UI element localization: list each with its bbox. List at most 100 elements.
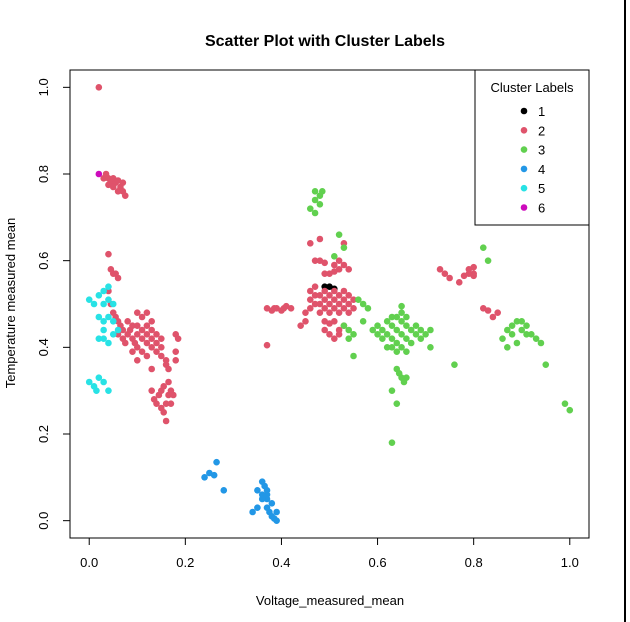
data-point-cluster-3: [427, 326, 434, 334]
data-point-cluster-3: [359, 318, 367, 325]
data-point-cluster-2: [105, 250, 112, 258]
data-point-cluster-3: [388, 387, 396, 394]
data-point-cluster-5: [114, 326, 122, 334]
data-point-cluster-3: [508, 331, 516, 338]
data-point-cluster-4: [273, 517, 280, 524]
data-point-cluster-2: [112, 270, 119, 277]
data-point-cluster-3: [537, 339, 545, 347]
data-point-cluster-3: [451, 361, 458, 368]
data-point-cluster-2: [133, 344, 141, 351]
y-tick-label: 1.0: [36, 78, 51, 96]
data-point-cluster-2: [345, 300, 353, 308]
data-point-cluster-3: [398, 344, 405, 351]
data-point-cluster-3: [340, 322, 348, 329]
data-point-cluster-5: [100, 378, 107, 386]
data-point-cluster-3: [566, 406, 574, 414]
data-point-cluster-4: [249, 508, 256, 516]
legend-marker-3: [520, 146, 528, 153]
data-point-cluster-5: [105, 283, 112, 290]
data-point-cluster-2: [335, 300, 343, 308]
data-point-cluster-2: [153, 339, 160, 347]
x-tick-label: 0.6: [369, 555, 387, 570]
data-point-cluster-5: [109, 318, 117, 325]
data-point-cluster-2: [345, 292, 353, 299]
x-tick-label: 0.4: [272, 555, 290, 570]
legend-label-1: 1: [538, 104, 545, 119]
data-point-cluster-2: [441, 270, 449, 277]
data-point-cluster-2: [109, 183, 117, 191]
data-point-cluster-2: [326, 292, 333, 299]
data-point-cluster-2: [121, 192, 129, 199]
data-point-cluster-2: [345, 266, 353, 273]
data-point-cluster-2: [287, 305, 295, 312]
data-point-cluster-2: [306, 296, 314, 303]
data-point-cluster-3: [528, 331, 535, 338]
legend-marker-4: [520, 165, 528, 173]
data-point-cluster-3: [427, 344, 434, 351]
y-axis: 0.0 0.2 0.4 0.6 0.8 1.0: [36, 78, 71, 530]
data-point-cluster-2: [129, 348, 136, 355]
data-point-cluster-2: [335, 292, 343, 299]
data-point-cluster-5: [93, 387, 100, 394]
y-tick-label: 0.0: [36, 512, 51, 530]
data-point-cluster-2: [158, 352, 165, 360]
data-point-cluster-3: [379, 326, 386, 334]
data-point-cluster-2: [138, 335, 146, 342]
data-point-cluster-2: [162, 400, 170, 407]
legend-label-5: 5: [538, 181, 545, 196]
data-point-cluster-4: [210, 471, 218, 479]
legend-label-2: 2: [538, 123, 545, 138]
data-point-cluster-5: [109, 331, 117, 338]
data-point-cluster-3: [412, 322, 420, 329]
data-point-cluster-3: [359, 300, 367, 308]
data-point-cluster-2: [345, 309, 353, 316]
data-point-cluster-5: [105, 313, 112, 321]
data-point-cluster-5: [100, 300, 107, 308]
data-point-cluster-3: [542, 361, 550, 368]
data-point-cluster-2: [331, 335, 338, 342]
data-point-cluster-2: [138, 326, 146, 334]
data-point-cluster-3: [345, 326, 353, 334]
data-point-cluster-2: [484, 307, 492, 314]
data-point-cluster-3: [532, 335, 540, 342]
right-border-line: [624, 0, 626, 622]
data-point-cluster-5: [100, 326, 107, 334]
data-point-cluster-2: [162, 417, 170, 425]
data-point-cluster-3: [393, 400, 401, 407]
data-point-cluster-2: [446, 274, 453, 282]
data-point-cluster-3: [355, 296, 362, 303]
data-point-cluster-5: [95, 292, 103, 299]
data-point-cluster-5: [95, 335, 103, 342]
data-point-cluster-3: [407, 339, 415, 347]
data-point-cluster-4: [254, 487, 261, 494]
y-tick-label: 0.6: [36, 252, 51, 270]
data-point-cluster-2: [321, 326, 328, 334]
data-point-cluster-2: [321, 259, 328, 267]
data-point-cluster-3: [417, 326, 425, 334]
data-point-cluster-4: [273, 508, 280, 516]
data-point-cluster-3: [364, 305, 372, 312]
data-point-cluster-3: [523, 322, 530, 329]
x-tick-label: 1.0: [561, 555, 579, 570]
data-point-cluster-3: [311, 209, 319, 217]
data-point-cluster-3: [374, 331, 381, 338]
data-point-cluster-2: [172, 348, 180, 355]
data-point-cluster-2: [129, 322, 136, 329]
data-point-cluster-5: [100, 335, 107, 342]
legend-label-6: 6: [538, 201, 545, 216]
data-point-cluster-2: [174, 335, 182, 342]
data-point-cluster-3: [388, 439, 396, 446]
data-point-cluster-3: [513, 339, 521, 347]
y-axis-label: Temperature measured mean: [3, 218, 18, 389]
data-point-cluster-2: [172, 357, 180, 364]
data-point-cluster-3: [318, 188, 326, 195]
data-point-cluster-2: [148, 344, 155, 351]
data-point-cluster-2: [350, 296, 357, 303]
x-tick-label: 0.0: [80, 555, 98, 570]
data-point-cluster-2: [436, 266, 444, 273]
data-point-cluster-2: [470, 272, 477, 280]
data-point-cluster-2: [138, 313, 146, 321]
data-point-cluster-2: [114, 188, 122, 195]
data-point-cluster-2: [158, 344, 165, 351]
data-point-cluster-3: [398, 302, 405, 310]
